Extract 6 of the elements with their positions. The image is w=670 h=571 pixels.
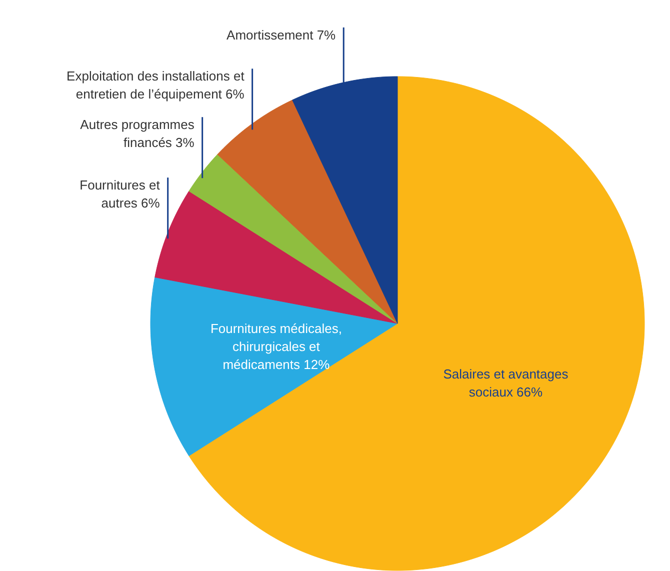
slice-label: Autres programmes financés 3% (80, 117, 195, 150)
slice-label: Fournitures médicales, chirurgicales et médicaments 12% (210, 321, 342, 372)
slice-label: Amortissement 7% (226, 27, 336, 42)
slice-label: Exploitation des installations et entretien de l’équipement 6% (66, 68, 245, 102)
slice-label: Salaires et avantages sociaux 66% (443, 366, 569, 400)
slice-label: Fournitures et autres 6% (80, 178, 160, 211)
